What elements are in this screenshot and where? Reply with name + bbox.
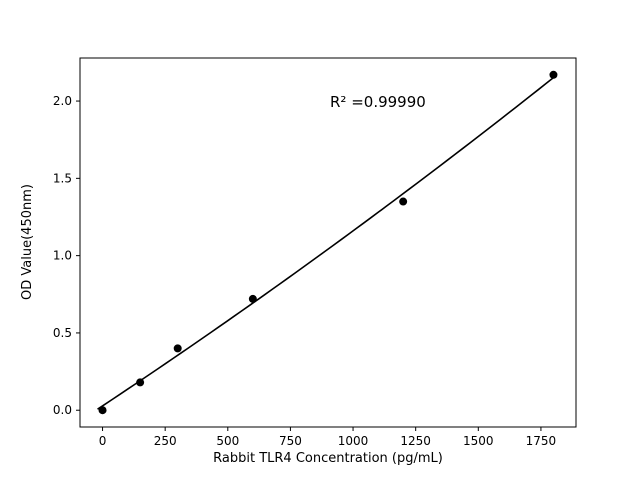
x-tick-label: 1000: [338, 434, 369, 448]
y-tick-label: 2.0: [53, 94, 72, 108]
data-point: [399, 197, 408, 206]
data-point: [98, 406, 107, 415]
x-tick-label: 1500: [463, 434, 494, 448]
y-tick-label: 0.5: [53, 326, 72, 340]
x-tick-label: 750: [279, 434, 302, 448]
plot-area: 0 250 500 750 1000 1250 1500 1750 0.0 0.5 1.0 1.5 2.…: [53, 57, 577, 448]
x-axis-label: Rabbit TLR4 Concentration (pg/mL): [213, 451, 443, 466]
y-tick-label: 0.0: [53, 403, 72, 417]
x-tick-label: 250: [154, 434, 177, 448]
r-squared-annotation: R² =0.99990: [330, 93, 426, 111]
axes-frame: [79, 57, 577, 428]
y-tick-label: 1.0: [53, 249, 72, 263]
x-tick-label: 1750: [526, 434, 557, 448]
fit-line: [97, 77, 554, 410]
y-tick-label: 1.5: [53, 171, 72, 185]
data-point: [248, 294, 257, 303]
x-tick-label: 500: [216, 434, 239, 448]
x-tick-label: 0: [99, 434, 107, 448]
data-point: [136, 378, 145, 387]
data-point: [173, 344, 182, 353]
x-tick-label: 1250: [400, 434, 431, 448]
y-axis-label: OD Value(450nm): [20, 184, 35, 300]
data-point: [549, 70, 558, 79]
